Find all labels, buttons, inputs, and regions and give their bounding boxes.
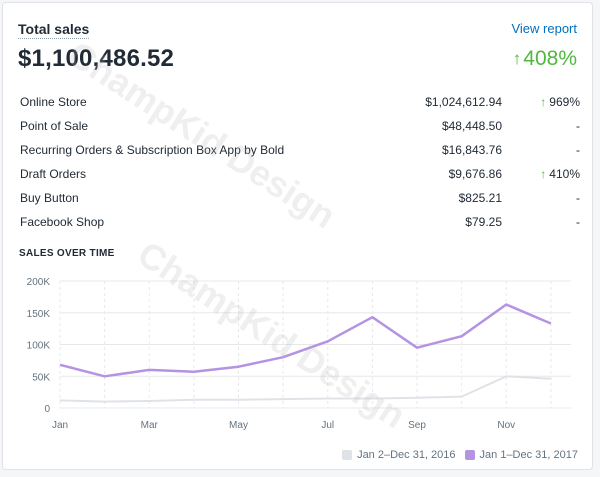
y-tick-label: 50K	[32, 372, 50, 383]
channel-name: Buy Button	[20, 191, 79, 205]
total-sales-card: Total sales View report $1,100,486.52 ↑4…	[2, 2, 593, 470]
legend-swatch	[464, 450, 475, 460]
channel-change: -	[576, 119, 580, 133]
channel-amount: $9,676.86	[448, 167, 502, 181]
channel-name: Point of Sale	[20, 119, 89, 133]
channel-change-value: -	[576, 191, 580, 205]
channel-change-value: 969%	[549, 95, 580, 109]
channel-amount: $48,448.50	[441, 119, 502, 133]
legend-label: Jan 2–Dec 31, 2016	[357, 449, 456, 461]
arrow-up-icon: ↑	[540, 95, 547, 109]
x-tick-label: Jan	[52, 420, 68, 431]
x-tick-label: Mar	[141, 420, 159, 431]
channel-name: Online Store	[20, 95, 87, 109]
total-sales-value: $1,100,486.52	[18, 45, 175, 72]
channel-amount: $1,024,612.94	[425, 95, 502, 109]
arrow-up-icon: ↑	[512, 49, 522, 68]
channel-row: Draft Orders $9,676.86 ↑ 410%	[20, 163, 580, 187]
card-title: Total sales	[18, 21, 90, 39]
total-growth-value: 408%	[523, 47, 577, 70]
channel-change-value: -	[576, 143, 580, 157]
channel-change: -	[576, 215, 580, 229]
x-tick-label: Nov	[497, 420, 515, 431]
view-report-link[interactable]: View report	[511, 21, 577, 36]
total-growth: ↑408%	[513, 47, 577, 71]
channel-row: Recurring Orders & Subscription Box App …	[20, 139, 580, 163]
y-tick-label: 0	[44, 404, 50, 415]
channel-row: Online Store $1,024,612.94 ↑ 969%	[20, 91, 580, 115]
channel-amount: $825.21	[458, 191, 502, 205]
channel-change: ↑ 410%	[540, 167, 580, 181]
x-tick-label: Jul	[321, 420, 334, 431]
channel-name: Facebook Shop	[20, 215, 105, 229]
legend-swatch	[342, 450, 353, 460]
channel-change-value: 410%	[549, 167, 580, 181]
chart-legend: Jan 2–Dec 31, 2016 Jan 1–Dec 31, 2017	[333, 449, 578, 461]
y-tick-label: 200K	[27, 277, 51, 288]
y-tick-label: 150K	[27, 309, 51, 320]
channel-change-value: -	[576, 119, 580, 133]
channel-row: Point of Sale $48,448.50 -	[20, 115, 580, 139]
x-tick-label: May	[229, 420, 248, 431]
legend-item: Jan 2–Dec 31, 2016	[342, 449, 456, 461]
sales-over-time-chart: 0 50K 100K 150K 200K Jan Mar May Jul Sep Nov	[27, 277, 571, 431]
section-title: SALES OVER TIME	[19, 248, 115, 259]
channel-change: ↑ 969%	[540, 95, 580, 109]
arrow-up-icon: ↑	[540, 167, 547, 181]
channel-row: Facebook Shop $79.25 -	[20, 211, 580, 235]
x-tick-label: Sep	[408, 420, 426, 431]
channel-amount: $16,843.76	[441, 143, 502, 157]
channel-change: -	[576, 143, 580, 157]
y-tick-label: 100K	[27, 341, 51, 352]
legend-label: Jan 1–Dec 31, 2017	[479, 449, 578, 461]
series-line-0	[59, 375, 551, 403]
channel-change: -	[576, 191, 580, 205]
series-line-1	[59, 303, 552, 378]
channel-name: Draft Orders	[20, 167, 87, 181]
channel-change-value: -	[576, 215, 580, 229]
channel-name: Recurring Orders & Subscription Box App …	[20, 143, 285, 157]
channel-amount: $79.25	[465, 215, 502, 229]
legend-item: Jan 1–Dec 31, 2017	[464, 449, 578, 461]
channel-row: Buy Button $825.21 -	[20, 187, 580, 211]
